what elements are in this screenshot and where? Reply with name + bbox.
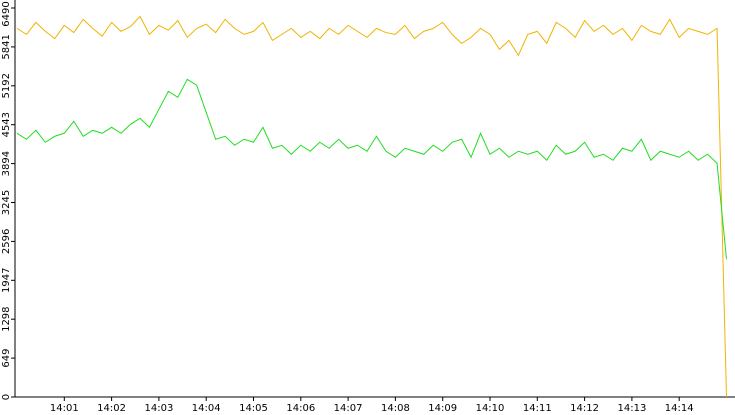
y-tick-label: 1298 xyxy=(1,306,12,331)
y-tick-label: 3894 xyxy=(1,151,12,176)
y-tick-label: 649 xyxy=(1,349,12,368)
x-tick-label: 14:04 xyxy=(192,403,221,414)
x-tick-label: 14:14 xyxy=(665,403,694,414)
x-tick-label: 14:10 xyxy=(476,403,505,414)
x-tick-label: 14:08 xyxy=(381,403,410,414)
line-series xyxy=(16,78,727,260)
y-tick-label: 0 xyxy=(1,394,12,400)
y-tick-label: 5841 xyxy=(1,34,12,59)
x-tick-label: 14:13 xyxy=(617,403,646,414)
x-tick-label: 14:12 xyxy=(570,403,599,414)
x-tick-label: 14:06 xyxy=(286,403,315,414)
y-tick-label: 6490 xyxy=(1,1,12,26)
x-tick-label: 14:09 xyxy=(428,403,457,414)
x-tick-label: 14:01 xyxy=(50,403,79,414)
x-tick-label: 14:03 xyxy=(144,403,173,414)
y-tick-label: 5192 xyxy=(1,73,12,98)
x-tick-label: 14:07 xyxy=(334,403,363,414)
y-tick-label: 4543 xyxy=(1,112,12,137)
y-tick-label: 2596 xyxy=(1,229,12,254)
y-tick-label: 3245 xyxy=(1,190,12,215)
y-tick-label: 1947 xyxy=(1,268,12,293)
line-series xyxy=(16,15,727,398)
x-tick-label: 14:11 xyxy=(523,403,552,414)
x-tick-label: 14:02 xyxy=(97,403,126,414)
x-tick-label: 14:05 xyxy=(239,403,268,414)
